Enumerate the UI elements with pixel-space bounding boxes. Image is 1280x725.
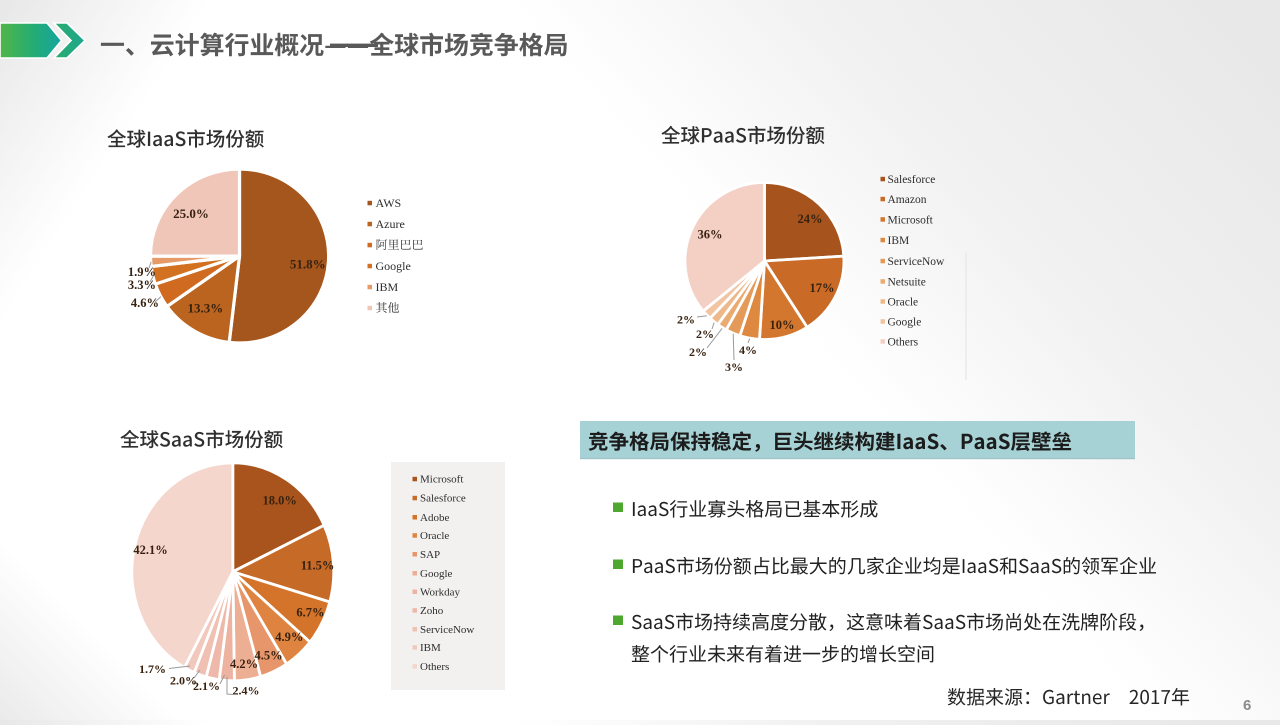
svg-text:Zoho: Zoho	[420, 605, 444, 617]
svg-text:Amazon: Amazon	[888, 194, 927, 206]
svg-text:4.2%: 4.2%	[230, 657, 258, 671]
svg-text:Google: Google	[888, 316, 922, 328]
svg-text:3%: 3%	[725, 360, 743, 374]
svg-text:Microsoft: Microsoft	[888, 214, 934, 226]
svg-text:Oracle: Oracle	[888, 296, 919, 308]
svg-text:Others: Others	[420, 661, 449, 673]
svg-text:24%: 24%	[798, 212, 823, 226]
svg-text:Others: Others	[888, 336, 919, 348]
svg-text:Azure: Azure	[376, 217, 405, 231]
svg-text:3.3%: 3.3%	[128, 278, 156, 292]
svg-text:Microsoft: Microsoft	[420, 474, 463, 486]
svg-text:Adobe: Adobe	[420, 512, 449, 524]
svg-text:10%: 10%	[770, 318, 795, 332]
svg-text:25.0%: 25.0%	[173, 206, 209, 221]
svg-text:1.7%: 1.7%	[139, 662, 166, 676]
svg-text:Salesforce: Salesforce	[888, 174, 936, 186]
svg-text:IBM: IBM	[376, 280, 399, 294]
svg-text:2.4%: 2.4%	[233, 684, 260, 698]
svg-text:2.1%: 2.1%	[193, 679, 220, 693]
svg-text:2.0%: 2.0%	[170, 674, 197, 688]
svg-text:Google: Google	[420, 568, 453, 580]
svg-text:ServiceNow: ServiceNow	[888, 256, 946, 268]
svg-text:4%: 4%	[739, 343, 757, 357]
svg-text:IBM: IBM	[420, 642, 441, 654]
svg-text:2%: 2%	[696, 327, 714, 341]
svg-text:AWS: AWS	[376, 196, 402, 210]
svg-text:Workday: Workday	[420, 586, 461, 598]
svg-text:2%: 2%	[689, 345, 707, 359]
svg-text:Salesforce: Salesforce	[420, 493, 466, 505]
svg-text:ServiceNow: ServiceNow	[420, 624, 474, 636]
svg-text:11.5%: 11.5%	[301, 559, 335, 573]
svg-text:IBM: IBM	[888, 235, 910, 247]
svg-text:1.9%: 1.9%	[128, 265, 156, 279]
svg-text:Google: Google	[376, 259, 411, 273]
svg-text:6.7%: 6.7%	[296, 606, 324, 620]
svg-text:42.1%: 42.1%	[133, 543, 167, 557]
svg-text:4.5%: 4.5%	[254, 649, 282, 663]
svg-text:SAP: SAP	[420, 549, 440, 561]
svg-text:2%: 2%	[677, 313, 695, 327]
svg-text:4.9%: 4.9%	[275, 630, 303, 644]
svg-text:4.6%: 4.6%	[131, 296, 159, 310]
svg-text:51.8%: 51.8%	[290, 257, 326, 272]
svg-text:Oracle: Oracle	[420, 530, 449, 542]
svg-text:17%: 17%	[810, 281, 835, 295]
svg-text:6: 6	[1243, 697, 1251, 714]
svg-text:36%: 36%	[698, 228, 723, 242]
svg-text:18.0%: 18.0%	[263, 494, 297, 508]
svg-text:13.3%: 13.3%	[188, 301, 224, 316]
svg-text:Netsuite: Netsuite	[888, 276, 926, 288]
